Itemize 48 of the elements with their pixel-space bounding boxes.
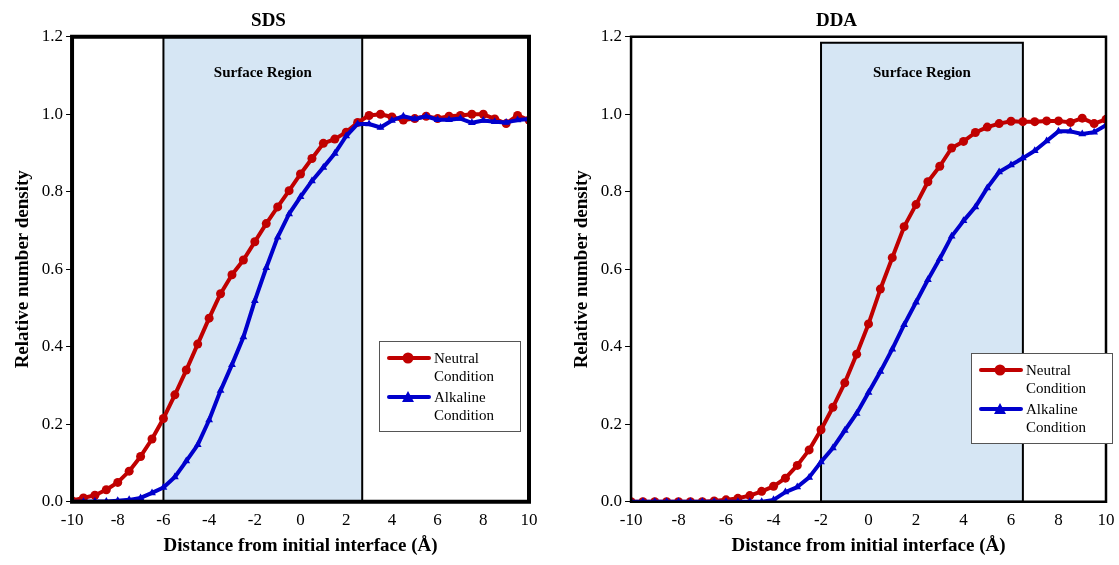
y-tick-label: 0.0 bbox=[600, 491, 623, 511]
x-tick-label: 4 bbox=[959, 510, 969, 530]
legend-label: Neutral Condition bbox=[1026, 361, 1087, 397]
x-tick-label: 0 bbox=[864, 510, 873, 530]
x-tick-label: 4 bbox=[387, 510, 397, 530]
legend-label: Alkaline Condition bbox=[434, 387, 495, 424]
legend-label: Alkaline Condition bbox=[1026, 400, 1087, 436]
y-tick-label: 0.4 bbox=[600, 336, 623, 356]
x-tick-label: 10 bbox=[520, 510, 538, 530]
x-tick-label: 6 bbox=[1006, 510, 1016, 530]
y-tick-label: 0.2 bbox=[41, 413, 64, 433]
y-tick-label: 1.0 bbox=[41, 103, 64, 123]
y-tick-label: 0.4 bbox=[41, 336, 64, 356]
y-axis-title: Relative number density bbox=[570, 169, 592, 369]
x-tick-label: -4 bbox=[766, 510, 782, 530]
chart-title: SDS bbox=[251, 9, 286, 31]
x-tick-label: -8 bbox=[671, 510, 686, 530]
x-tick-label: -10 bbox=[619, 510, 643, 530]
x-tick-label: -2 bbox=[813, 510, 829, 530]
y-tick-label: 0.6 bbox=[600, 258, 623, 278]
y-tick-label: 0.6 bbox=[41, 258, 64, 278]
y-tick-label: 1.2 bbox=[41, 26, 64, 46]
chart-title: DDA bbox=[815, 9, 858, 31]
band-label: Surface Region bbox=[873, 63, 972, 80]
x-tick-label: 2 bbox=[341, 510, 351, 530]
legend-label: Neutral Condition bbox=[434, 348, 495, 385]
x-tick-label: -6 bbox=[156, 510, 171, 530]
y-tick-label: 0.2 bbox=[600, 413, 623, 433]
y-tick-label: 0.8 bbox=[41, 181, 64, 201]
x-tick-label: -10 bbox=[60, 510, 84, 530]
x-tick-label: -8 bbox=[110, 510, 125, 530]
x-tick-label: -2 bbox=[247, 510, 262, 530]
band-label: Surface Region bbox=[213, 63, 313, 80]
x-tick-label: 8 bbox=[479, 510, 488, 530]
y-tick-label: 1.2 bbox=[600, 26, 623, 46]
y-tick-label: 0.0 bbox=[41, 491, 64, 511]
x-tick-label: -4 bbox=[202, 510, 217, 530]
y-tick-label: 0.8 bbox=[600, 181, 623, 201]
x-axis-title: Distance from initial interface (Å) bbox=[163, 533, 438, 556]
x-tick-label: 6 bbox=[433, 510, 442, 530]
y-tick-label: 1.0 bbox=[600, 103, 623, 123]
x-tick-label: 8 bbox=[1054, 510, 1063, 530]
y-axis-title: Relative number density bbox=[11, 169, 33, 369]
x-axis-title: Distance from initial interface (Å) bbox=[731, 533, 1006, 556]
x-tick-label: 10 bbox=[1097, 510, 1115, 530]
x-tick-label: 2 bbox=[911, 510, 921, 530]
x-tick-label: 0 bbox=[296, 510, 305, 530]
x-tick-label: -6 bbox=[718, 510, 734, 530]
